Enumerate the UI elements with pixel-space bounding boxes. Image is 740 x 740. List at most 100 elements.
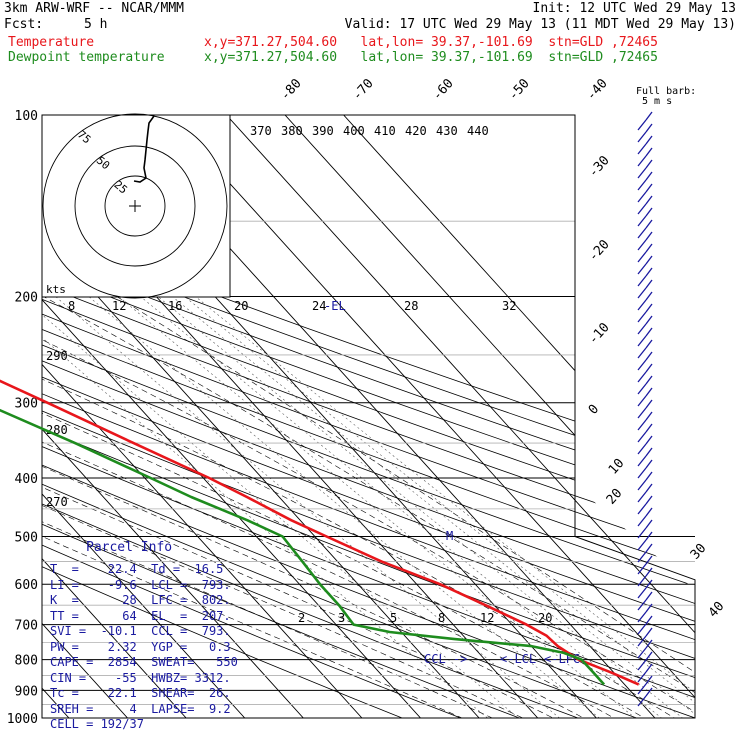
mixing-ratio-line xyxy=(157,296,695,718)
dewpoint-legend-label: Dewpoint temperature xyxy=(8,50,165,65)
wind-barb-flag xyxy=(645,111,653,121)
wind-barb-flag xyxy=(645,219,653,229)
wind-barb xyxy=(637,455,647,467)
wind-barb xyxy=(637,527,647,539)
wind-barb xyxy=(637,647,647,659)
wind-barb xyxy=(637,191,647,203)
wind-barb-flag xyxy=(645,291,653,301)
dry-adiabat-line xyxy=(42,115,695,718)
dry-adiabat-line xyxy=(42,115,695,718)
wind-barb-flag xyxy=(645,675,653,685)
dry-adiabat-line xyxy=(42,115,554,718)
pressure-tick-label: 800 xyxy=(15,654,38,669)
theta-label: 430 xyxy=(436,124,458,138)
wind-barb xyxy=(637,515,647,527)
mixing-ratio-label: 12 xyxy=(480,611,494,625)
parcel-info-row: CELL = 192/37 xyxy=(50,717,144,731)
theta-label: 370 xyxy=(250,124,272,138)
wind-barb xyxy=(637,503,647,515)
pressure-tick-label: 400 xyxy=(15,472,38,487)
wind-barb-flag xyxy=(645,615,653,625)
isotherm-label: 40 xyxy=(706,599,728,621)
hodograph-ring xyxy=(104,175,166,237)
wind-barb xyxy=(637,575,647,587)
model-title: 3km ARW-WRF -- NCAR/MMM xyxy=(4,1,185,16)
theta-label: 400 xyxy=(343,124,365,138)
wind-barb xyxy=(637,359,647,371)
dry-adiabat-line xyxy=(42,115,695,718)
wind-barb-flag xyxy=(645,483,653,493)
isotherm-label: -40 xyxy=(584,76,611,103)
mixing-ratio-label: 20 xyxy=(234,299,248,313)
moist-adiabat-line xyxy=(42,296,491,718)
wind-barb xyxy=(637,323,647,335)
parcel-info-row: K = 28 LFC = 802. xyxy=(50,593,231,607)
pressure-tick-label: 700 xyxy=(15,619,38,634)
wind-barb xyxy=(637,431,647,443)
dry-adiabat-line xyxy=(42,115,695,718)
isotherm-line xyxy=(42,115,304,718)
dry-adiabat-label: 270 xyxy=(46,495,68,509)
wind-barb xyxy=(637,395,647,407)
parcel-info-row: T = 22.4 Td = 16.5 xyxy=(50,562,224,576)
isotherm-label: -50 xyxy=(506,76,533,103)
wind-barb xyxy=(637,383,647,395)
moist-adiabat-line xyxy=(42,296,667,718)
theta-label: 440 xyxy=(467,124,489,138)
isotherm-line xyxy=(42,115,246,718)
wind-barb-flag xyxy=(645,363,653,373)
wind-barb-flag xyxy=(645,315,653,325)
parcel-level-label: <-LFC xyxy=(544,652,580,666)
wind-barb-flag xyxy=(645,267,653,277)
wind-barb xyxy=(637,419,647,431)
mixing-ratio-label: 32 xyxy=(502,299,516,313)
wind-barb-flag xyxy=(645,435,653,445)
dry-adiabat-line xyxy=(42,115,613,718)
wind-barb xyxy=(637,695,647,707)
wind-barb-flag xyxy=(645,339,653,349)
wind-barb xyxy=(637,167,647,179)
wind-barb-flag xyxy=(645,123,653,133)
isotherm-line xyxy=(42,115,480,718)
wind-barb-flag xyxy=(645,411,653,421)
wind-barb-flag xyxy=(645,567,653,577)
dry-adiabat-line xyxy=(42,115,695,718)
wind-barb-flag xyxy=(645,591,653,601)
isotherm-label: -60 xyxy=(430,76,457,103)
wind-barb-flag xyxy=(645,171,653,181)
isotherm-label: -80 xyxy=(278,76,305,103)
pressure-tick-label: 100 xyxy=(15,109,38,124)
isotherm-line xyxy=(42,115,421,718)
isotherm-line xyxy=(226,115,695,718)
wind-barb-flag xyxy=(645,195,653,205)
parcel-info-row: CAPE = 2854 SWEAT= 550 xyxy=(50,655,238,669)
moist-adiabat-line xyxy=(42,296,609,718)
dry-adiabat-line xyxy=(42,115,695,718)
wind-barb-flag xyxy=(645,135,653,145)
theta-label: 390 xyxy=(312,124,334,138)
moist-adiabat-line xyxy=(42,296,579,718)
isotherm-line xyxy=(167,115,695,718)
wind-barb xyxy=(637,143,647,155)
mixing-ratio-label: 3 xyxy=(338,611,345,625)
moist-adiabat-line xyxy=(42,296,521,718)
wind-barb xyxy=(637,491,647,503)
wind-barb xyxy=(637,239,647,251)
init-time: Init: 12 UTC Wed 29 May 13 xyxy=(532,1,737,16)
wind-barb xyxy=(637,635,647,647)
pressure-tick-label: 1000 xyxy=(7,712,38,727)
isotherm-line xyxy=(284,115,695,718)
hodograph-units-label: kts xyxy=(46,283,66,296)
isotherm-line xyxy=(42,115,187,718)
dry-adiabat-line xyxy=(42,115,695,718)
parcel-info-row: PW = 2.32 YGP = 0.3 xyxy=(50,639,231,654)
wind-barb-flag xyxy=(645,327,653,337)
wind-barb xyxy=(637,347,647,359)
wind-barb-flag xyxy=(645,183,653,193)
parcel-info-row: CIN = -55 HWBZ= 3312. xyxy=(50,670,231,685)
dry-adiabat-line xyxy=(42,115,695,718)
wind-barb xyxy=(637,443,647,455)
plot-frame xyxy=(41,114,696,719)
wind-barb-flag xyxy=(645,507,653,517)
